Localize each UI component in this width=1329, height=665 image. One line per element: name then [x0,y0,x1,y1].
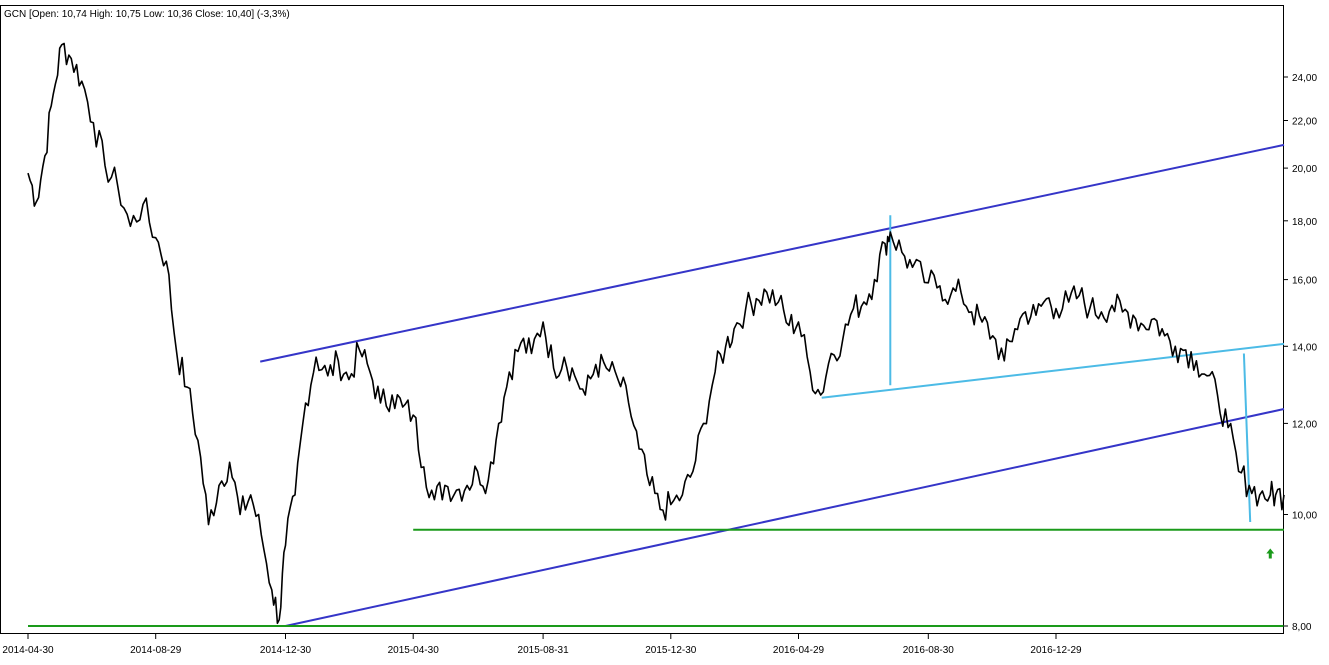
price-series [27,42,1285,625]
price-line [27,42,1285,625]
chart-title: GCN [Open: 10,74 High: 10,75 Low: 10,36 … [4,9,290,20]
x-tick-label: 2015-04-30 [388,645,440,656]
y-tick-label: 8,00 [1292,622,1312,633]
x-tick-label: 2014-08-29 [130,645,182,656]
x-tick-label: 2016-08-30 [903,645,955,656]
target-projection-line [1242,353,1252,523]
x-tick-label: 2014-04-30 [2,645,54,656]
y-tick-label: 10,00 [1292,511,1317,522]
y-tick-label: 16,00 [1292,276,1317,287]
y-tick-label: 24,00 [1292,73,1317,84]
chart-markers [1266,548,1275,559]
channel-lower-line [285,408,1285,627]
y-tick-label: 12,00 [1292,419,1317,430]
x-tick-label: 2016-04-29 [773,645,825,656]
y-tick-label: 18,00 [1292,217,1317,228]
x-tick-label: 2015-08-31 [518,645,570,656]
annotation-lines [28,143,1285,627]
y-tick-label: 20,00 [1292,164,1317,175]
channel-upper-line [259,143,1285,363]
y-tick-label: 22,00 [1292,117,1317,128]
plot-frame [0,5,1284,634]
neckline-line [821,342,1285,399]
x-axis: 2014-04-30 2014-08-29 2014-12-30 2015-04-30… [2,633,1082,656]
green-up-arrow-icon [1266,548,1275,559]
x-tick-label: 2014-12-30 [260,645,312,656]
x-tick-label: 2015-12-30 [645,645,697,656]
y-tick-label: 14,00 [1292,342,1317,353]
y-axis: 8,00 10,00 12,00 14,00 16,00 18,00 20,00 22,00 2… [1283,73,1317,633]
x-tick-label: 2016-12-29 [1030,645,1082,656]
